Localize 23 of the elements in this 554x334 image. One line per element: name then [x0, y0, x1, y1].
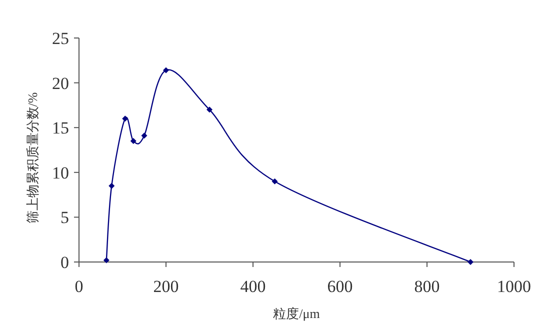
point — [130, 138, 136, 144]
x-tick-label: 600 — [327, 277, 353, 296]
y-tick-label: 20 — [52, 74, 69, 93]
y-tick-label: 0 — [60, 253, 69, 272]
point — [206, 106, 212, 113]
point — [163, 67, 169, 74]
point — [108, 182, 115, 189]
y-tick-label: 15 — [52, 118, 69, 138]
point — [122, 116, 128, 122]
point — [141, 132, 148, 139]
y-tick-label: 5 — [60, 208, 69, 228]
point — [468, 259, 474, 265]
x-tick-label: 400 — [240, 277, 266, 296]
point — [103, 257, 110, 264]
point — [272, 178, 278, 184]
x-tick-label: 0 — [74, 277, 84, 296]
x-tick-label: 800 — [414, 277, 440, 296]
x-axis-title: 粒度/μm — [273, 306, 320, 321]
x-tick-label: 200 — [153, 277, 179, 296]
y-tick-label: 25 — [52, 29, 69, 48]
x-tick-label: 1000 — [497, 277, 531, 296]
y-tick-label: 10 — [52, 163, 69, 182]
y-axis-title: 筛上物累积质量分数/% — [25, 92, 40, 224]
